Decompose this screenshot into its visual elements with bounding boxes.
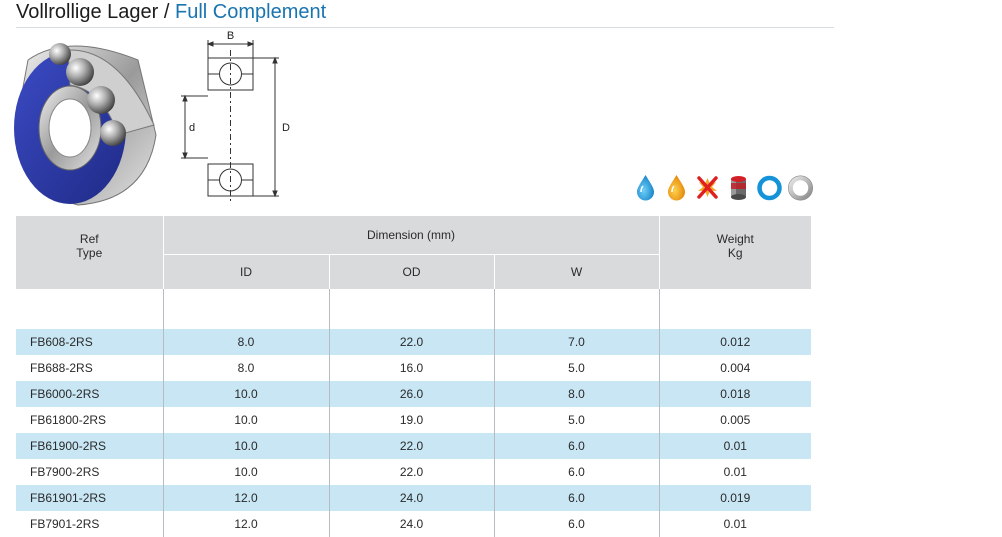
page-title: Vollrollige Lager / Full Complement: [16, 0, 326, 24]
table-body: FB608-2RS 8.0 22.0 7.0 0.012 FB688-2RS 8…: [16, 329, 811, 537]
header-dimension: Dimension (mm): [162, 216, 660, 255]
cell-weight: 0.019: [659, 485, 811, 511]
title-english: Full Complement: [175, 1, 327, 23]
cell-w: 6.0: [493, 459, 660, 485]
cell-id: 8.0: [162, 355, 329, 381]
cell-id: 12.0: [162, 485, 329, 511]
header-weight-label: Weight: [716, 232, 754, 246]
cell-ref: FB61800-2RS: [16, 407, 163, 433]
header-id: ID: [162, 254, 329, 289]
cell-weight: 0.018: [659, 381, 811, 407]
table-row: FB61900-2RS 10.0 22.0 6.0 0.01: [16, 433, 811, 459]
header-weight-unit: Kg: [727, 246, 743, 260]
no-spark-icon: [697, 176, 718, 199]
cell-ref: FB61900-2RS: [16, 433, 163, 459]
header-ref: Ref: [79, 232, 99, 246]
cell-od: 24.0: [328, 485, 494, 511]
header-type: Type: [76, 246, 103, 260]
bearing-spec-table: Ref Type Dimension (mm) Weight Kg ID OD …: [16, 216, 811, 537]
title-german: Vollrollige Lager: [16, 1, 159, 23]
feature-icon-row: [632, 172, 814, 202]
table-spacer-row: [16, 289, 811, 329]
cell-weight: 0.01: [659, 459, 811, 485]
cell-id: 12.0: [162, 511, 329, 537]
bearing-image: [14, 43, 157, 206]
cell-id: 10.0: [162, 407, 329, 433]
title-separator: /: [158, 1, 175, 23]
cell-od: 24.0: [328, 511, 494, 537]
blue-ring-icon: [757, 175, 782, 201]
cell-od: 26.0: [328, 381, 494, 407]
cell-id: 10.0: [162, 459, 329, 485]
header-weight: Weight Kg: [659, 216, 811, 289]
cell-weight: 0.005: [659, 407, 811, 433]
cell-od: 22.0: [328, 329, 494, 355]
cell-ref: FB6000-2RS: [16, 381, 163, 407]
cell-w: 5.0: [493, 355, 660, 381]
table-row: FB608-2RS 8.0 22.0 7.0 0.012: [16, 329, 811, 355]
cell-od: 22.0: [328, 459, 494, 485]
cell-weight: 0.01: [659, 433, 811, 459]
label-inner-diameter: d: [189, 122, 195, 134]
cell-id: 8.0: [162, 329, 329, 355]
label-outer-diameter: D: [282, 122, 290, 134]
cell-ref: FB7901-2RS: [16, 511, 163, 537]
cell-ref: FB688-2RS: [16, 355, 163, 381]
cell-weight: 0.01: [659, 511, 811, 537]
cell-w: 6.0: [493, 485, 660, 511]
cell-od: 22.0: [328, 433, 494, 459]
cell-ref: FB61901-2RS: [16, 485, 163, 511]
header-w: W: [493, 254, 660, 289]
cell-w: 7.0: [493, 329, 660, 355]
table-row: FB61800-2RS 10.0 19.0 5.0 0.005: [16, 407, 811, 433]
sealed-cylinder-icon: [731, 176, 746, 200]
cell-w: 6.0: [493, 433, 660, 459]
cell-id: 10.0: [162, 381, 329, 407]
table-row: FB688-2RS 8.0 16.0 5.0 0.004: [16, 355, 811, 381]
header-ref-type: Ref Type: [16, 216, 163, 289]
table-row: FB7900-2RS 10.0 22.0 6.0 0.01: [16, 459, 811, 485]
table-row: FB61901-2RS 12.0 24.0 6.0 0.019: [16, 485, 811, 511]
label-width: B: [227, 30, 234, 42]
grey-ring-icon: [788, 175, 813, 201]
table-row: FB6000-2RS 10.0 26.0 8.0 0.018: [16, 381, 811, 407]
cell-w: 6.0: [493, 511, 660, 537]
cell-ref: FB608-2RS: [16, 329, 163, 355]
bearing-cross-section-drawing: B d D: [181, 30, 290, 204]
header-od: OD: [328, 254, 494, 289]
oil-drop-icon: [668, 175, 685, 201]
cell-id: 10.0: [162, 433, 329, 459]
cell-w: 5.0: [493, 407, 660, 433]
cell-ref: FB7900-2RS: [16, 459, 163, 485]
cell-w: 8.0: [493, 381, 660, 407]
cell-weight: 0.012: [659, 329, 811, 355]
title-divider: [16, 27, 834, 28]
water-drop-icon: [637, 175, 654, 201]
table-row: FB7901-2RS 12.0 24.0 6.0 0.01: [16, 511, 811, 537]
cell-od: 19.0: [328, 407, 494, 433]
cell-od: 16.0: [328, 355, 494, 381]
cell-weight: 0.004: [659, 355, 811, 381]
